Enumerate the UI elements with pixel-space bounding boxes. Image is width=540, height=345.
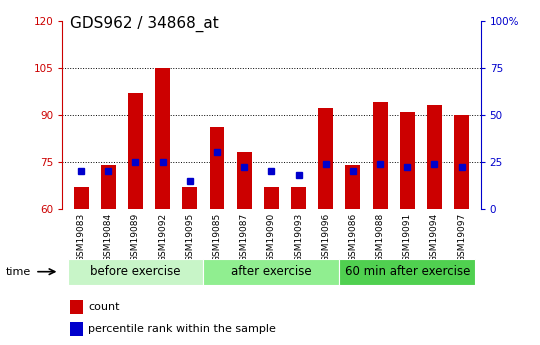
Bar: [237, 152, 252, 209]
Text: GSM19086: GSM19086: [348, 213, 357, 262]
Text: GSM19087: GSM19087: [240, 213, 249, 262]
Text: after exercise: after exercise: [231, 265, 312, 278]
Bar: [400, 111, 415, 209]
Bar: [318, 108, 333, 209]
Text: GSM19083: GSM19083: [77, 213, 86, 262]
Text: GSM19092: GSM19092: [158, 213, 167, 262]
Text: GSM19088: GSM19088: [375, 213, 384, 262]
Bar: [373, 102, 388, 209]
Bar: [264, 187, 279, 209]
Bar: [204, 259, 339, 285]
Text: GSM19090: GSM19090: [267, 213, 276, 262]
Text: GDS962 / 34868_at: GDS962 / 34868_at: [70, 16, 219, 32]
Text: GSM19093: GSM19093: [294, 213, 303, 262]
Text: GSM19096: GSM19096: [321, 213, 330, 262]
Text: time: time: [5, 267, 31, 277]
Text: count: count: [88, 302, 119, 312]
Text: GSM19085: GSM19085: [213, 213, 221, 262]
Text: 60 min after exercise: 60 min after exercise: [345, 265, 470, 278]
Bar: [128, 93, 143, 209]
Text: before exercise: before exercise: [90, 265, 181, 278]
Text: GSM19089: GSM19089: [131, 213, 140, 262]
Bar: [427, 105, 442, 209]
Bar: [70, 300, 83, 314]
Bar: [68, 259, 204, 285]
Text: percentile rank within the sample: percentile rank within the sample: [88, 324, 276, 334]
Text: GSM19097: GSM19097: [457, 213, 466, 262]
Text: GSM19084: GSM19084: [104, 213, 113, 262]
Bar: [291, 187, 306, 209]
Text: GSM19091: GSM19091: [403, 213, 411, 262]
Bar: [454, 115, 469, 209]
Bar: [73, 187, 89, 209]
Bar: [346, 165, 360, 209]
Bar: [210, 127, 225, 209]
Text: GSM19095: GSM19095: [185, 213, 194, 262]
Text: GSM19094: GSM19094: [430, 213, 439, 262]
Bar: [339, 259, 475, 285]
Bar: [155, 68, 170, 209]
Bar: [70, 322, 83, 336]
Bar: [101, 165, 116, 209]
Bar: [183, 187, 197, 209]
